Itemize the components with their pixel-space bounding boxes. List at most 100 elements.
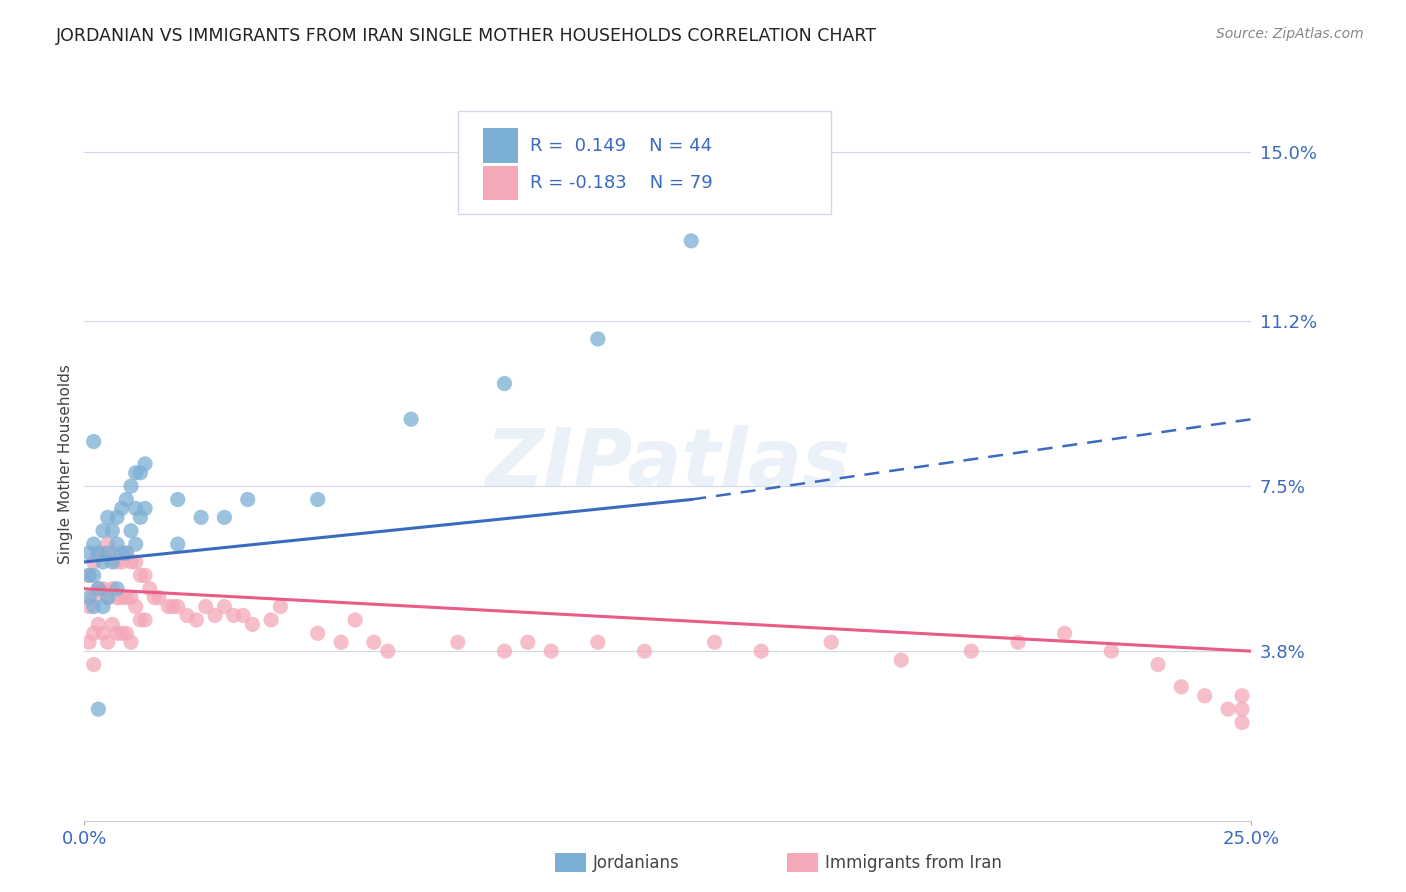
Point (494, 644, 516, 658)
FancyBboxPatch shape (458, 111, 831, 214)
Point (157, 599, 180, 614)
Point (125, 599, 148, 614)
Point (120, 635, 142, 649)
Point (1216, 702, 1239, 716)
Point (890, 653, 912, 667)
Point (101, 524, 124, 538)
Point (1230, 715, 1253, 730)
Point (83, 657, 105, 672)
Point (269, 599, 291, 614)
Point (681, 234, 703, 248)
Point (129, 510, 152, 524)
Point (87, 582, 110, 596)
Point (115, 546, 138, 560)
Point (97, 591, 120, 605)
Point (134, 457, 156, 471)
Point (1053, 626, 1076, 640)
Point (105, 582, 128, 596)
Point (77, 568, 100, 582)
Point (91, 524, 114, 538)
Point (115, 546, 138, 560)
Point (91, 626, 114, 640)
Point (125, 466, 148, 480)
Point (186, 613, 208, 627)
Text: R =  0.149    N = 44: R = 0.149 N = 44 (530, 136, 713, 154)
Point (83, 434, 105, 449)
Point (120, 479, 142, 493)
Point (143, 591, 166, 605)
Point (820, 635, 842, 649)
Point (447, 635, 470, 649)
Point (101, 617, 124, 632)
Point (214, 599, 236, 614)
Point (125, 537, 148, 551)
Point (111, 555, 134, 569)
Point (91, 555, 114, 569)
Point (101, 555, 124, 569)
Point (586, 635, 609, 649)
Point (77, 568, 100, 582)
Text: Immigrants from Iran: Immigrants from Iran (825, 854, 1002, 871)
Point (129, 466, 152, 480)
Point (214, 510, 236, 524)
Point (494, 376, 516, 391)
Point (120, 591, 142, 605)
Point (1230, 689, 1253, 703)
Point (83, 568, 105, 582)
Text: R = -0.183    N = 79: R = -0.183 N = 79 (530, 174, 713, 192)
Point (83, 591, 105, 605)
Point (83, 626, 105, 640)
Y-axis label: Single Mother Households: Single Mother Households (58, 364, 73, 564)
Point (111, 626, 134, 640)
Text: ZIPatlas: ZIPatlas (485, 425, 851, 503)
Point (633, 644, 655, 658)
Point (97, 591, 120, 605)
Point (1099, 644, 1122, 658)
Point (134, 568, 156, 582)
Point (166, 599, 188, 614)
Point (125, 501, 148, 516)
Point (91, 599, 114, 614)
Point (162, 599, 184, 614)
Text: Source: ZipAtlas.com: Source: ZipAtlas.com (1216, 27, 1364, 41)
Point (97, 635, 120, 649)
Point (91, 582, 114, 596)
Point (120, 524, 142, 538)
Point (377, 644, 399, 658)
Point (134, 613, 156, 627)
FancyBboxPatch shape (484, 128, 519, 162)
Point (125, 555, 148, 569)
Point (222, 608, 245, 623)
Point (307, 492, 329, 507)
Text: JORDANIAN VS IMMIGRANTS FROM IRAN SINGLE MOTHER HOUSEHOLDS CORRELATION CHART: JORDANIAN VS IMMIGRANTS FROM IRAN SINGLE… (56, 27, 877, 45)
Point (399, 412, 422, 426)
Point (330, 635, 353, 649)
Point (77, 591, 100, 605)
Point (105, 591, 128, 605)
Point (129, 613, 152, 627)
Point (111, 501, 134, 516)
FancyBboxPatch shape (484, 166, 519, 200)
Point (134, 501, 156, 516)
Point (749, 644, 772, 658)
Point (1230, 702, 1253, 716)
Point (363, 635, 385, 649)
Point (91, 546, 114, 560)
Point (105, 537, 128, 551)
Point (1007, 635, 1029, 649)
Point (83, 555, 105, 569)
Point (105, 555, 128, 569)
Point (77, 546, 100, 560)
Point (87, 546, 110, 560)
Point (77, 599, 100, 614)
Point (703, 635, 725, 649)
Point (260, 613, 283, 627)
Point (1147, 657, 1170, 672)
Point (138, 582, 160, 596)
Point (97, 537, 120, 551)
Point (166, 537, 188, 551)
Point (129, 568, 152, 582)
Point (232, 608, 254, 623)
Point (307, 626, 329, 640)
Point (83, 537, 105, 551)
